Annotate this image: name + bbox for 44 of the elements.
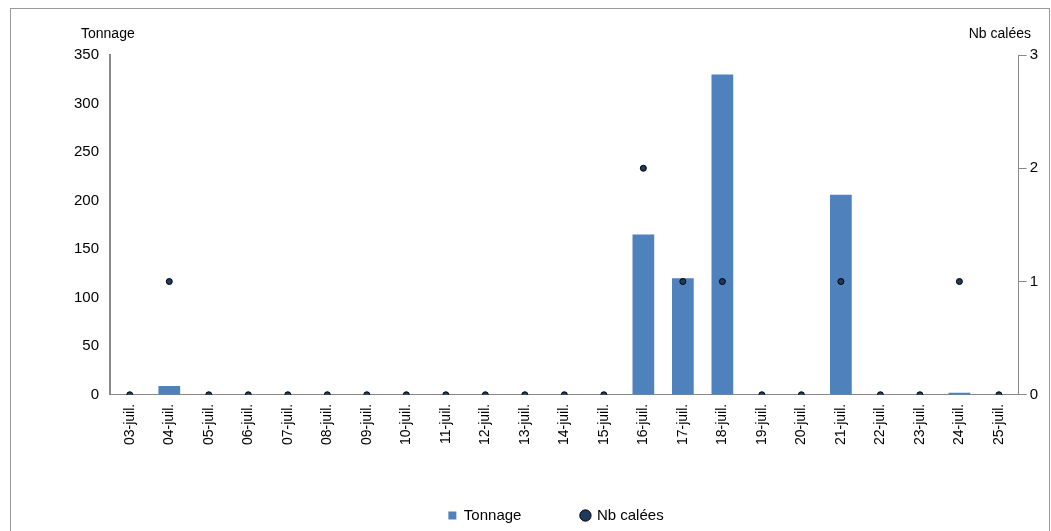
x-tick-label: 13-juil. <box>515 403 532 446</box>
x-tick-label: 09-juil. <box>357 403 374 446</box>
y-tick-label: 150 <box>74 239 100 257</box>
bar <box>632 234 655 395</box>
x-tick-label: 22-juil. <box>871 403 888 446</box>
x-tick-label: 20-juil. <box>792 403 809 446</box>
x-tick-label: 12-juil. <box>476 403 493 446</box>
x-tick-label: 25-juil. <box>989 403 1006 446</box>
x-tick-label: 24-juil. <box>950 403 967 446</box>
x-tick-label: 23-juil. <box>910 403 927 446</box>
x-tick-label: 17-juil. <box>673 403 690 446</box>
y2-tick-label: 0 <box>1029 384 1038 402</box>
y-tick-label: 100 <box>74 287 100 305</box>
x-tick-label: 14-juil. <box>555 403 572 446</box>
bar <box>158 386 181 395</box>
x-tick-label: 11-juil. <box>436 403 453 444</box>
x-tick-label: 08-juil. <box>318 403 335 446</box>
bar <box>672 278 694 395</box>
x-tick-label: 19-juil. <box>752 403 769 446</box>
y-tick-label: 200 <box>74 190 100 208</box>
y2-tick-label: 1 <box>1029 271 1038 289</box>
bar <box>711 74 734 395</box>
x-tick-label: 03-juil. <box>120 403 137 446</box>
legend-label: Nb calées <box>596 505 664 523</box>
y-tick-label: 300 <box>74 93 100 111</box>
x-tick-label: 06-juil. <box>239 403 256 446</box>
x-tick-label: 04-juil. <box>160 403 177 446</box>
x-tick-label: 16-juil. <box>634 403 651 446</box>
legend-label: Tonnage <box>463 505 522 523</box>
x-tick-label: 10-juil. <box>397 403 414 446</box>
x-tick-label: 07-juil. <box>278 403 295 446</box>
y-tick-label: 50 <box>82 336 100 354</box>
y-axis-title: Tonnage <box>81 24 135 41</box>
x-tick-label: 18-juil. <box>713 403 730 446</box>
y-tick-label: 0 <box>90 384 100 402</box>
y2-tick-label: 2 <box>1029 158 1038 176</box>
x-tick-label: 05-juil. <box>199 403 216 446</box>
y-tick-label: 250 <box>74 142 100 160</box>
y2-tick-label: 3 <box>1029 45 1038 63</box>
bar <box>830 194 852 395</box>
x-tick-label: 21-juil. <box>831 403 848 446</box>
x-tick-label: 15-juil. <box>594 403 611 446</box>
y-tick-label: 350 <box>74 45 100 63</box>
y2-axis-title: Nb calées <box>968 24 1031 41</box>
